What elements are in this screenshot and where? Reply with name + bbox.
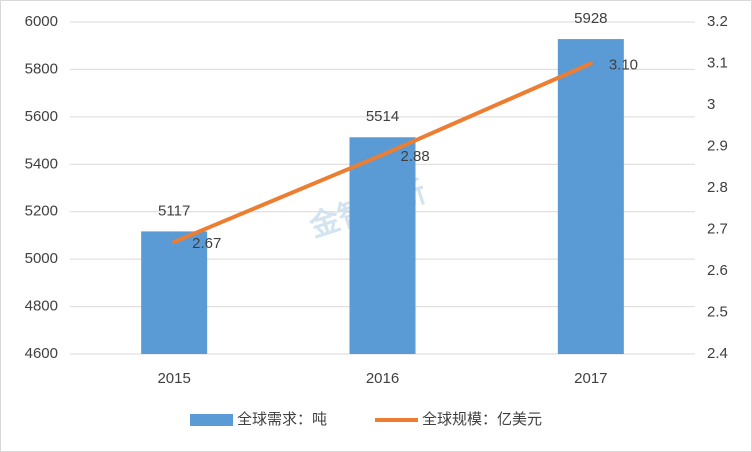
y2-tick-label: 3.2	[707, 13, 728, 30]
x-tick-label: 2015	[157, 370, 190, 387]
bar	[349, 137, 416, 354]
y2-tick-label: 2.7	[707, 220, 728, 237]
y2-tick-label: 3	[707, 96, 715, 113]
bar-value-label: 5117	[158, 202, 190, 219]
y2-tick-label: 3.1	[707, 54, 728, 71]
bar-value-label: 5514	[366, 108, 399, 125]
y-tick-label: 5000	[25, 250, 58, 267]
y2-tick-label: 2.4	[707, 345, 728, 362]
y-tick-label: 5600	[25, 108, 58, 125]
y-tick-label: 5200	[25, 203, 58, 220]
bar	[141, 231, 208, 354]
y-tick-label: 4600	[25, 345, 58, 362]
y2-tick-label: 2.9	[707, 137, 728, 154]
y2-tick-label: 2.6	[707, 262, 728, 279]
y2-tick-label: 2.5	[707, 303, 728, 320]
y2-tick-label: 2.8	[707, 179, 728, 196]
legend-swatch	[190, 414, 233, 426]
y-tick-label: 5800	[25, 60, 58, 77]
x-tick-label: 2016	[366, 370, 399, 387]
line-value-label: 2.88	[401, 148, 430, 165]
line-value-label: 3.10	[609, 56, 638, 73]
line	[172, 61, 593, 244]
x-tick-label: 2017	[574, 370, 607, 387]
y-tick-label: 4800	[25, 298, 58, 315]
bar	[557, 39, 624, 355]
line-value-label: 2.67	[192, 235, 221, 252]
legend-label: 全球需求：吨	[237, 410, 327, 428]
y-tick-label: 6000	[25, 13, 58, 30]
y-tick-label: 5400	[25, 155, 58, 172]
legend-label: 全球规模：亿美元	[422, 410, 542, 428]
bar-value-label: 5928	[574, 10, 607, 27]
